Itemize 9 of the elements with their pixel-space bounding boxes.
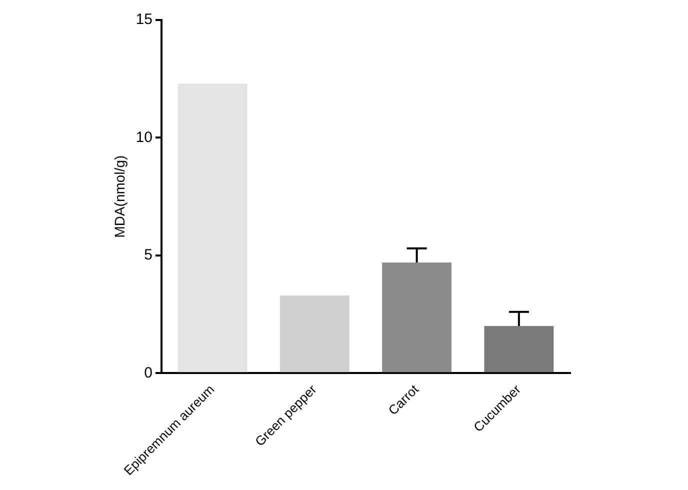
bar — [484, 326, 554, 372]
bar — [382, 262, 452, 372]
y-tick-label: 0 — [144, 364, 152, 382]
y-tick-label: 10 — [136, 128, 152, 146]
bar — [178, 84, 248, 372]
y-tick-label: 15 — [136, 11, 152, 28]
y-tick-label: 5 — [144, 246, 152, 264]
y-axis-title: MDA(nmol/g) — [111, 155, 128, 238]
bar — [280, 295, 350, 372]
